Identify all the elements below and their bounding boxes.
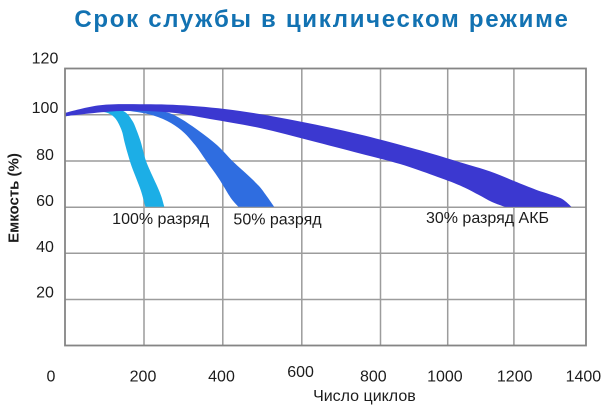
svg-text:1400: 1400 <box>566 369 602 386</box>
svg-text:120: 120 <box>32 51 59 68</box>
svg-text:100: 100 <box>32 100 59 117</box>
svg-text:1200: 1200 <box>497 369 533 386</box>
svg-text:30% разряд АКБ: 30% разряд АКБ <box>426 210 549 227</box>
svg-text:Число циклов: Число циклов <box>313 388 416 405</box>
svg-text:Срок службы в циклическом режи: Срок службы в циклическом режиме <box>74 6 569 33</box>
svg-text:600: 600 <box>287 364 314 381</box>
svg-text:400: 400 <box>208 369 235 386</box>
svg-text:0: 0 <box>47 369 56 386</box>
svg-text:200: 200 <box>130 369 157 386</box>
svg-text:60: 60 <box>36 193 54 210</box>
svg-text:800: 800 <box>360 369 387 386</box>
svg-text:100% разряд: 100% разряд <box>112 211 210 228</box>
svg-text:Емкость (%): Емкость (%) <box>6 153 23 243</box>
svg-text:1000: 1000 <box>427 369 463 386</box>
svg-text:40: 40 <box>36 239 54 256</box>
svg-text:50% разряд: 50% разряд <box>233 212 322 229</box>
svg-text:80: 80 <box>36 147 54 164</box>
svg-text:20: 20 <box>36 285 54 302</box>
